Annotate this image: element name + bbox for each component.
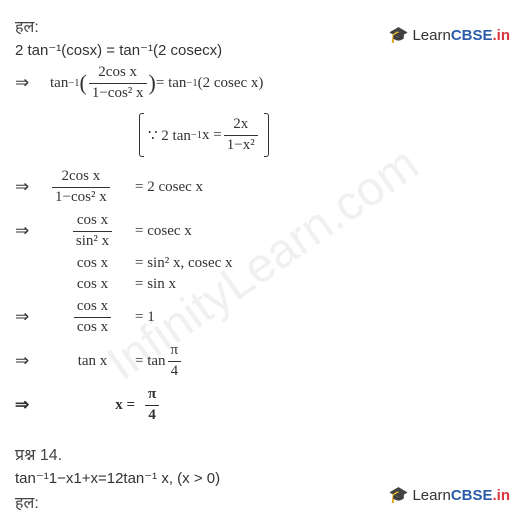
t: π bbox=[168, 341, 182, 362]
t: 1−cos² x bbox=[52, 188, 110, 208]
implies-icon: ⇒ bbox=[15, 307, 50, 327]
t: = tan bbox=[135, 353, 166, 370]
logo-cbse: CBSE bbox=[451, 27, 493, 44]
implies-icon: ⇒ bbox=[15, 221, 50, 241]
logo-learn: Learn bbox=[412, 27, 450, 44]
graduation-cap-icon: 🎓 bbox=[389, 25, 409, 45]
t: sin² x bbox=[73, 232, 112, 252]
t: x = bbox=[50, 397, 143, 414]
t: cos x bbox=[74, 318, 111, 338]
t: = 1 bbox=[135, 309, 155, 326]
logo-cbse: CBSE bbox=[451, 487, 493, 504]
graduation-cap-icon: 🎓 bbox=[389, 485, 409, 505]
implies-icon: ⇒ bbox=[15, 351, 50, 371]
step-2: ⇒ 2cos x1−cos² x = 2 cosec x bbox=[15, 167, 510, 207]
t: x = bbox=[202, 127, 222, 144]
step-8: ⇒ x = π4 bbox=[15, 385, 510, 425]
t: 4 bbox=[168, 362, 182, 382]
question-14-label: प्रश्न 14. bbox=[15, 443, 510, 465]
t: 2x bbox=[224, 115, 258, 136]
implies-icon: ⇒ bbox=[15, 177, 50, 197]
t: = cosec x bbox=[135, 223, 192, 240]
t: 2cos x bbox=[89, 63, 147, 84]
logo-learn: Learn bbox=[412, 487, 450, 504]
t: = sin² x, cosec x bbox=[135, 255, 233, 272]
step-3: ⇒ cos xsin² x = cosec x bbox=[15, 211, 510, 251]
t: = 2 cosec x bbox=[135, 179, 203, 196]
t: = tan bbox=[156, 75, 187, 92]
t: −1 bbox=[68, 78, 79, 89]
logo-in: .in bbox=[493, 487, 511, 504]
t: = sin x bbox=[135, 276, 176, 293]
t: cos x bbox=[50, 255, 135, 272]
logo-top: 🎓 LearnCBSE.in bbox=[389, 25, 510, 45]
t: cos x bbox=[74, 297, 111, 318]
step-6: ⇒ cos xcos x = 1 bbox=[15, 297, 510, 337]
step-7: ⇒ tan x = tan π4 bbox=[15, 341, 510, 381]
t: π bbox=[145, 385, 159, 406]
identity-box: ∵ 2 tan−1 x = 2x1−x² bbox=[135, 111, 273, 159]
t: −1 bbox=[191, 130, 202, 141]
t: tan x bbox=[50, 353, 135, 370]
logo-in: .in bbox=[493, 27, 511, 44]
step-4: cos x = sin² x, cosec x bbox=[15, 255, 510, 272]
t: −1 bbox=[186, 78, 197, 89]
t: 1−x² bbox=[224, 136, 258, 156]
implies-icon: ⇒ bbox=[15, 395, 50, 415]
t: 2cos x bbox=[52, 167, 110, 188]
t: tan bbox=[50, 75, 68, 92]
t: (2 cosec x) bbox=[198, 75, 264, 92]
logo-bottom: 🎓 LearnCBSE.in bbox=[389, 485, 510, 505]
t: 1−cos² x bbox=[89, 84, 147, 104]
implies-icon: ⇒ bbox=[15, 73, 50, 93]
t: cos x bbox=[73, 211, 112, 232]
t: 4 bbox=[145, 406, 159, 426]
step-5: cos x = sin x bbox=[15, 276, 510, 293]
t: ∵ 2 tan bbox=[148, 126, 191, 145]
t: cos x bbox=[50, 276, 135, 293]
step-1: ⇒ tan−1 ( 2cos x1−cos² x ) = tan−1(2 cos… bbox=[15, 63, 510, 103]
